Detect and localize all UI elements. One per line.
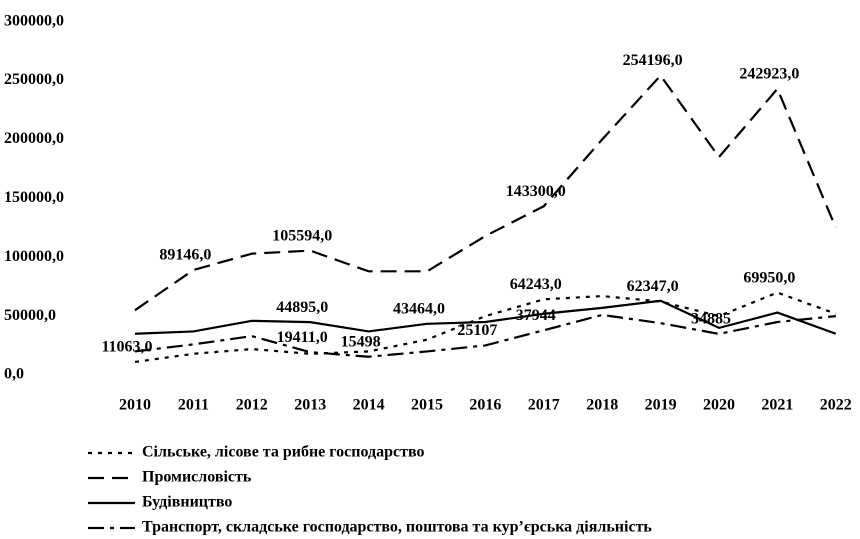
legend-label: Промисловість <box>142 469 252 486</box>
data-label: 69950,0 <box>743 269 795 286</box>
x-tick-label: 2012 <box>236 397 268 414</box>
series-line <box>134 313 836 358</box>
data-label: 105594,0 <box>272 227 332 244</box>
series-line <box>134 299 837 335</box>
data-label: 11063,0 <box>101 339 152 356</box>
y-tick-label: 200000,0 <box>4 130 64 147</box>
data-label: 254196,0 <box>623 52 683 69</box>
data-label: 19411,0 <box>277 329 328 346</box>
x-tick-label: 2010 <box>119 397 151 414</box>
y-tick-label: 250000,0 <box>4 71 64 88</box>
data-label: 37944 <box>516 307 556 324</box>
x-tick-label: 2016 <box>469 397 501 414</box>
data-label: 143300,0 <box>506 183 566 200</box>
x-tick-label: 2020 <box>703 397 735 414</box>
x-tick-label: 2021 <box>761 397 793 414</box>
data-label: 89146,0 <box>159 247 211 264</box>
legend-label: Будівництво <box>142 494 232 511</box>
y-tick-label: 300000,0 <box>4 12 64 29</box>
data-label: 64243,0 <box>510 276 562 293</box>
data-label: 62347,0 <box>627 278 679 295</box>
x-tick-label: 2011 <box>178 397 209 414</box>
x-tick-label: 2019 <box>645 397 677 414</box>
series-line <box>134 73 837 312</box>
y-tick-label: 100000,0 <box>4 248 64 265</box>
y-tick-label: 0,0 <box>4 366 24 383</box>
data-label: 242923,0 <box>739 66 799 83</box>
data-label: 43464,0 <box>393 300 445 317</box>
y-tick-label: 50000,0 <box>4 307 56 324</box>
legend-label: Сільське, лісове та рибне господарство <box>142 444 425 461</box>
x-tick-label: 2014 <box>353 397 385 414</box>
x-tick-label: 2017 <box>528 397 560 414</box>
data-label: 34885 <box>691 311 731 328</box>
data-label: 44895,0 <box>276 299 328 316</box>
data-label: 25107 <box>457 322 497 339</box>
x-tick-label: 2018 <box>586 397 618 414</box>
x-tick-label: 2013 <box>294 397 326 414</box>
data-label: 15498 <box>341 333 381 350</box>
y-tick-label: 150000,0 <box>4 189 64 206</box>
legend-label: Транспорт, складське господарство, пошто… <box>142 519 652 536</box>
x-tick-label: 2015 <box>411 397 443 414</box>
x-tick-label: 2022 <box>820 397 852 414</box>
